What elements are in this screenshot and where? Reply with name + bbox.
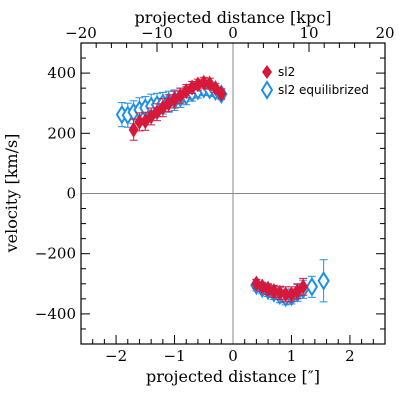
- legend-label-sl2: sl2: [278, 65, 295, 79]
- diamond-marker: [280, 286, 291, 303]
- data-point: [198, 74, 209, 91]
- data-point: [298, 277, 309, 296]
- data-point: [317, 259, 330, 303]
- data-point: [216, 85, 227, 102]
- x-tick-label: 1: [287, 347, 297, 365]
- y-tick-label: −200: [35, 245, 76, 263]
- diamond-marker: [134, 113, 145, 130]
- x2-tick-label: 20: [375, 24, 394, 42]
- x-axis-title: projected distance [″]: [146, 367, 320, 386]
- data-point: [305, 275, 319, 298]
- x-tick-label: 2: [345, 347, 355, 365]
- diamond-marker: [198, 74, 209, 91]
- x2-tick-label: 10: [299, 24, 318, 42]
- diamond-marker: [317, 270, 330, 291]
- diamond-marker: [128, 121, 139, 138]
- y-tick-label: 0: [66, 185, 76, 203]
- x-tick-label: 0: [228, 347, 238, 365]
- plot-frame: [80, 42, 386, 345]
- diamond-marker: [305, 276, 319, 297]
- legend-marker-sl2-equilibrized: [260, 80, 274, 100]
- x2-tick-label: −10: [141, 24, 173, 42]
- legend-marker-sl2: [262, 65, 272, 79]
- data-point: [134, 112, 145, 132]
- x-tick-label: −2: [105, 347, 127, 365]
- y-tick-label: 400: [47, 64, 76, 82]
- diamond-marker: [216, 85, 227, 102]
- legend-label-sl2-equilibrized: sl2 equilibrized: [278, 83, 369, 97]
- x-tick-label: −1: [163, 347, 185, 365]
- x2-tick-label: −20: [65, 24, 97, 42]
- diamond-marker: [298, 278, 309, 295]
- x2-tick-label: 0: [228, 24, 238, 42]
- reference-lines: [81, 43, 385, 344]
- x2-axis-title: projected distance [kpc]: [135, 8, 332, 27]
- series-sl2: [128, 74, 309, 303]
- data-point: [128, 118, 139, 141]
- y-axis-title: velocity [km/s]: [2, 134, 21, 254]
- y-tick-label: 200: [47, 124, 76, 142]
- y-tick-label: −400: [35, 305, 76, 323]
- legend: sl2 sl2 equilibrized: [260, 65, 369, 100]
